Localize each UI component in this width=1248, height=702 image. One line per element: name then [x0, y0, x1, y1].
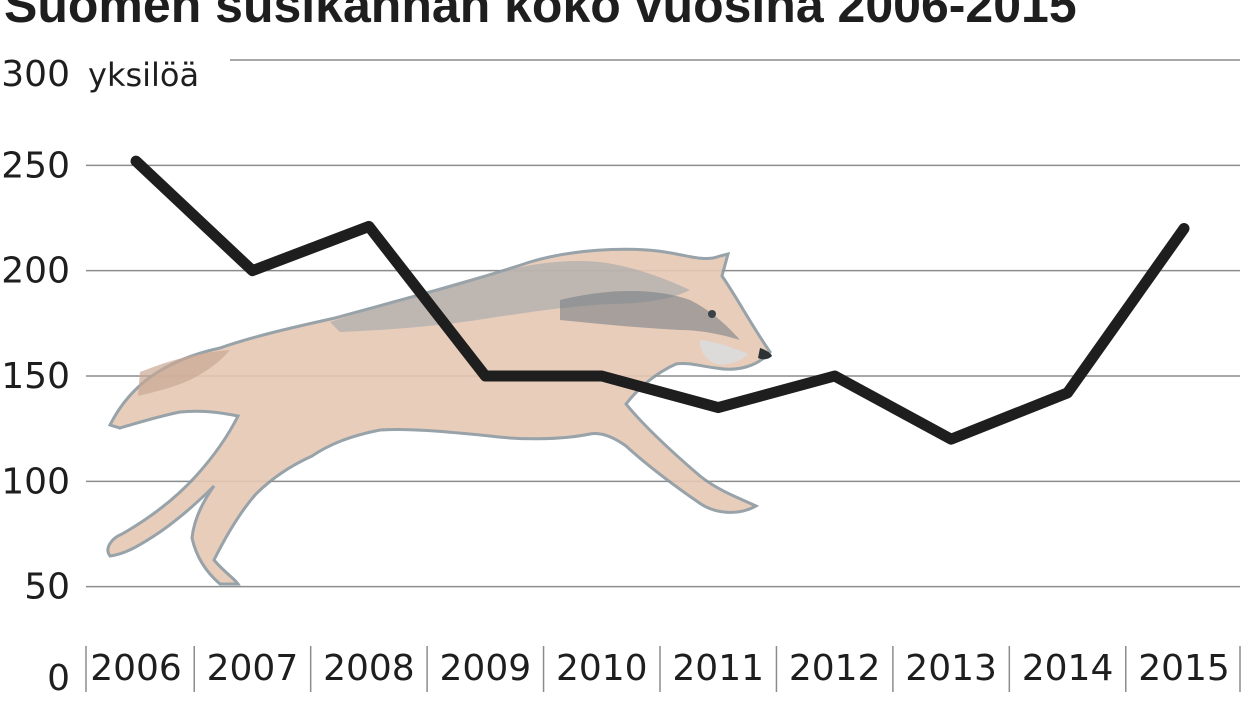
x-tick-label-2008: 2008 — [323, 648, 415, 689]
x-axis-ticks: 2006 2007 2008 2009 2010 2011 2012 2013 2014 2015 — [85, 646, 1241, 692]
x-tick-label-2010: 2010 — [556, 648, 648, 689]
x-tick-label-2014: 2014 — [1022, 648, 1114, 689]
chart-title-text: Suomen susikannan koko vuosina 2006-2015 — [4, 0, 1077, 33]
x-axis: 2006 2007 2008 2009 2010 2011 2012 2013 2014 2015 — [85, 646, 1241, 692]
data-point-2015 — [1183, 227, 1185, 230]
y-tick-label-0: 0 — [47, 658, 70, 699]
data-point-2008 — [367, 225, 370, 228]
data-point-2013 — [950, 438, 953, 441]
y-tick-label-300: 300 — [1, 54, 70, 95]
x-tick-label-2011: 2011 — [672, 648, 764, 689]
x-tick-label-2009: 2009 — [440, 648, 532, 689]
running-wolf-illustration — [106, 247, 772, 586]
data-point-2014 — [1066, 391, 1069, 394]
y-tick-label-150: 150 — [1, 356, 70, 397]
data-point-2011 — [717, 406, 720, 409]
y-tick-label-50: 50 — [24, 567, 70, 608]
x-tick-label-2013: 2013 — [905, 648, 997, 689]
y-axis-ticks: 0 50 100 150 200 250 300 — [1, 54, 70, 699]
y-tick-label-200: 200 — [1, 251, 70, 292]
y-tick-label-250: 250 — [1, 145, 70, 186]
x-tick-label-2015: 2015 — [1138, 648, 1230, 689]
data-point-2012 — [833, 375, 836, 377]
data-point-2009 — [484, 375, 487, 377]
x-tick-label-2007: 2007 — [207, 648, 299, 689]
y-axis-unit-label: yksilöä — [88, 56, 199, 94]
chart-title: Suomen susikannan koko vuosina 2006-2015 — [4, 0, 1077, 33]
series-line-0 — [130, 155, 1190, 445]
data-point-2007 — [251, 269, 254, 272]
data-point-2006 — [135, 160, 137, 163]
data-point-2010 — [600, 375, 603, 377]
x-tick-label-2006: 2006 — [90, 648, 182, 689]
data-line-layer — [130, 155, 1190, 445]
x-tick-label-2012: 2012 — [789, 648, 881, 689]
y-tick-label-100: 100 — [1, 461, 70, 502]
